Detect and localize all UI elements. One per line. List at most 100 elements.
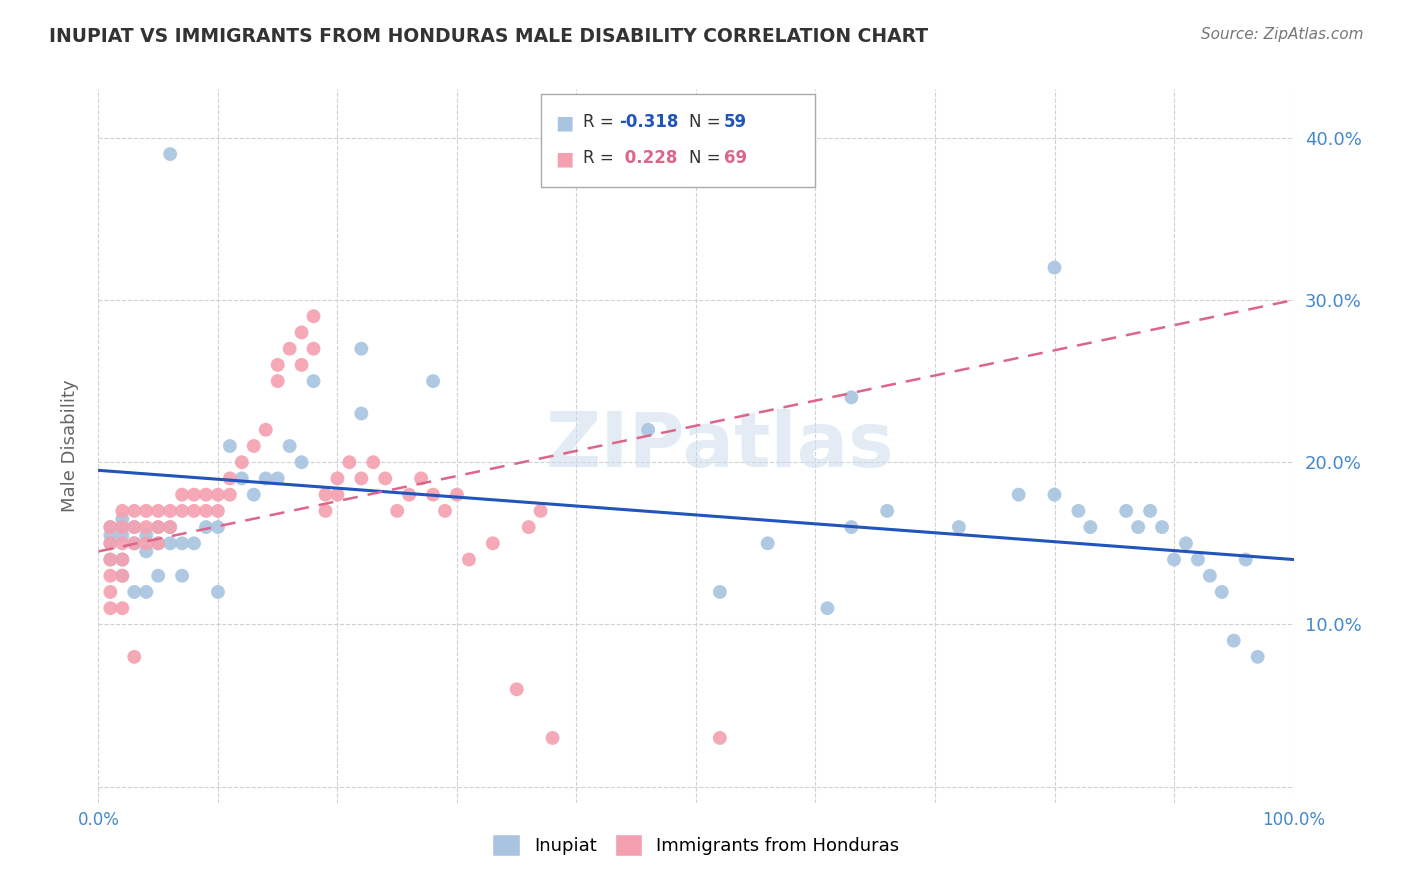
Point — [111, 568, 134, 582]
Point — [219, 471, 242, 485]
Point — [1080, 520, 1102, 534]
Point — [291, 358, 314, 372]
Point — [135, 585, 157, 599]
Point — [111, 512, 134, 526]
Point — [148, 536, 170, 550]
Point — [267, 358, 290, 372]
Point — [446, 488, 468, 502]
Point — [1008, 488, 1031, 502]
Point — [111, 520, 134, 534]
Point — [1139, 504, 1161, 518]
Point — [172, 568, 194, 582]
Point — [278, 342, 301, 356]
Point — [1043, 260, 1066, 275]
Point — [124, 520, 146, 534]
Point — [98, 520, 122, 534]
Point — [267, 471, 290, 485]
Point — [183, 536, 205, 550]
Point — [207, 488, 229, 502]
Point — [148, 504, 170, 518]
Point — [159, 520, 181, 534]
Point — [135, 504, 157, 518]
Text: N =: N = — [689, 113, 725, 131]
Point — [172, 536, 194, 550]
Point — [1223, 633, 1246, 648]
Y-axis label: Male Disability: Male Disability — [60, 380, 79, 512]
Point — [148, 568, 170, 582]
Point — [98, 528, 122, 542]
Point — [1199, 568, 1222, 582]
Text: Source: ZipAtlas.com: Source: ZipAtlas.com — [1201, 27, 1364, 42]
Point — [98, 552, 122, 566]
Text: 59: 59 — [724, 113, 747, 131]
Point — [482, 536, 505, 550]
Point — [541, 731, 564, 745]
Point — [135, 528, 157, 542]
Point — [148, 536, 170, 550]
Point — [302, 374, 325, 388]
Point — [207, 504, 229, 518]
Point — [637, 423, 659, 437]
Point — [148, 520, 170, 534]
Point — [207, 585, 229, 599]
Point — [948, 520, 970, 534]
Point — [385, 504, 409, 518]
Text: R =: R = — [583, 113, 620, 131]
Point — [219, 488, 242, 502]
Point — [291, 326, 314, 340]
Point — [350, 471, 373, 485]
Point — [709, 731, 731, 745]
Point — [98, 536, 122, 550]
Point — [363, 455, 385, 469]
Point — [817, 601, 839, 615]
Point — [517, 520, 540, 534]
Point — [1175, 536, 1198, 550]
Point — [148, 520, 170, 534]
Point — [350, 342, 373, 356]
Text: N =: N = — [689, 149, 725, 167]
Point — [876, 504, 898, 518]
Point — [841, 390, 863, 404]
Point — [326, 471, 349, 485]
Point — [135, 520, 157, 534]
Text: ZIPatlas: ZIPatlas — [546, 409, 894, 483]
Point — [1115, 504, 1137, 518]
Text: R =: R = — [583, 149, 620, 167]
Point — [278, 439, 301, 453]
Point — [135, 536, 157, 550]
Point — [111, 520, 134, 534]
Point — [111, 504, 134, 518]
Point — [111, 552, 134, 566]
Point — [243, 439, 266, 453]
Point — [195, 504, 218, 518]
Point — [458, 552, 481, 566]
Point — [506, 682, 529, 697]
Text: ■: ■ — [555, 149, 574, 168]
Point — [254, 423, 277, 437]
Point — [98, 536, 122, 550]
Point — [302, 310, 325, 324]
Point — [254, 471, 277, 485]
Point — [195, 520, 218, 534]
Point — [243, 488, 266, 502]
Point — [98, 520, 122, 534]
Point — [111, 536, 134, 550]
Point — [422, 488, 444, 502]
Text: -0.318: -0.318 — [619, 113, 678, 131]
Point — [398, 488, 420, 502]
Point — [374, 471, 396, 485]
Point — [124, 649, 146, 664]
Point — [111, 568, 134, 582]
Point — [315, 504, 337, 518]
Point — [350, 407, 373, 421]
Point — [1247, 649, 1270, 664]
Point — [207, 520, 229, 534]
Point — [219, 439, 242, 453]
Point — [98, 552, 122, 566]
Text: 0.228: 0.228 — [619, 149, 678, 167]
Point — [231, 455, 253, 469]
Point — [111, 552, 134, 566]
Point — [841, 520, 863, 534]
Point — [98, 585, 122, 599]
Point — [98, 601, 122, 615]
